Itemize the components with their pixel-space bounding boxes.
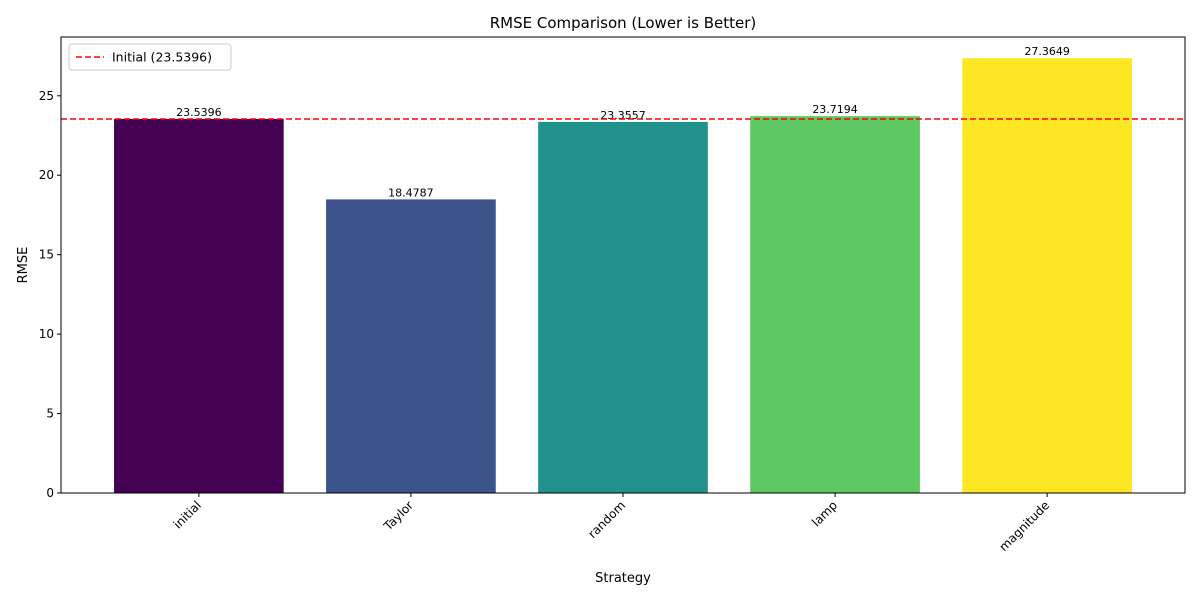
- bar-taylor: [326, 199, 496, 494]
- value-label-magnitude: 27.3649: [1024, 45, 1070, 58]
- legend: Initial (23.5396): [68, 43, 232, 71]
- value-label-lamp: 23.7194: [812, 103, 858, 116]
- bar-initial: [114, 118, 284, 493]
- legend-box: [68, 43, 232, 71]
- value-label-taylor: 18.4787: [388, 186, 434, 199]
- bars-layer: [114, 58, 1132, 494]
- value-labels-layer: 23.5396 18.4787 23.3557 23.7194 27.3649: [176, 45, 1070, 199]
- y-tick-label: 0: [46, 486, 54, 500]
- y-axis-label: RMSE: [16, 247, 31, 284]
- y-tick-label: 5: [46, 407, 54, 421]
- x-axis-label: Strategy: [595, 571, 651, 586]
- bar-lamp: [750, 116, 920, 493]
- value-label-initial: 23.5396: [176, 106, 222, 119]
- y-tick-label: 25: [39, 89, 54, 103]
- bar-magnitude: [962, 58, 1132, 493]
- y-tick-label: 10: [39, 327, 54, 341]
- value-label-random: 23.3557: [600, 109, 646, 122]
- y-tick-label: 20: [39, 168, 54, 182]
- legend-entry-initial: Initial (23.5396): [112, 50, 212, 65]
- bar-random: [538, 121, 708, 494]
- chart-title: RMSE Comparison (Lower is Better): [490, 14, 757, 32]
- y-tick-label: 15: [39, 248, 54, 262]
- y-axis: 0 5 10 15 20 25: [39, 89, 61, 500]
